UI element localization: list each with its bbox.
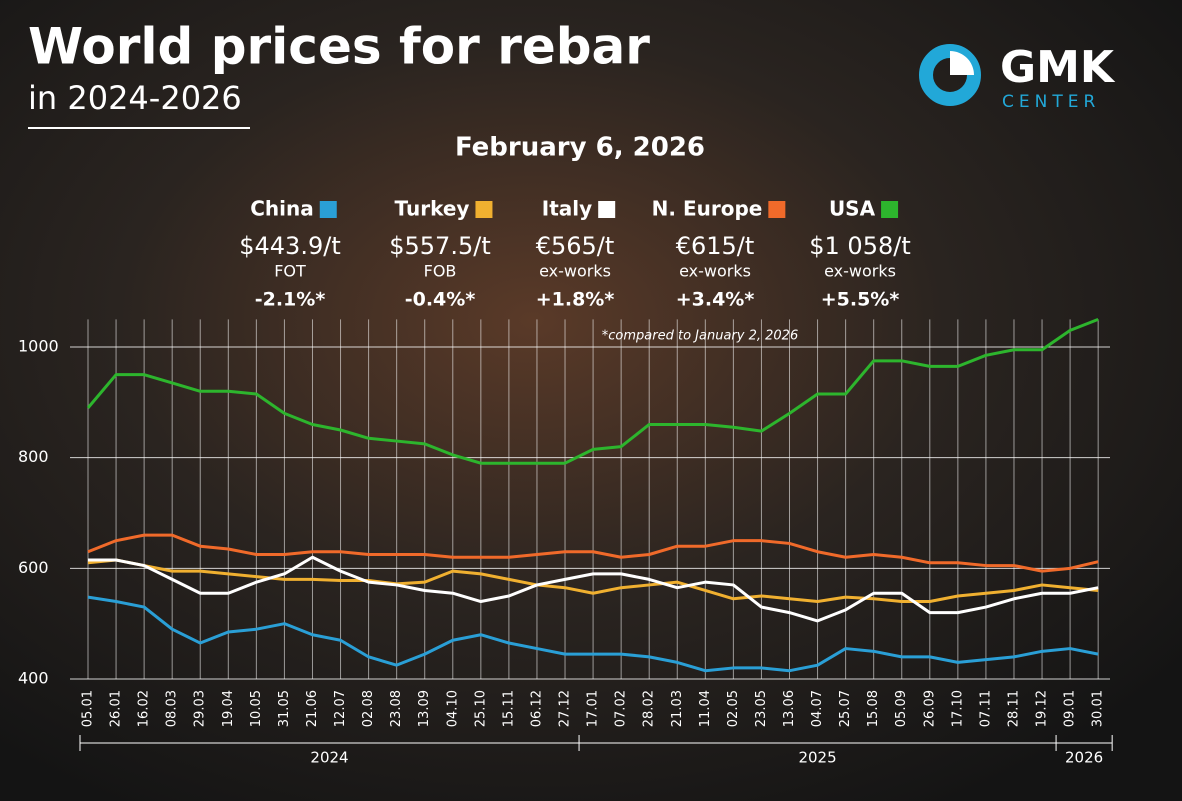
x-tick-label: 25.07 (838, 690, 853, 727)
x-tick-label: 21.06 (305, 690, 320, 727)
x-tick-label: 06.12 (529, 690, 544, 727)
price: €565/t (536, 232, 615, 260)
x-tick-label: 05.01 (81, 690, 96, 727)
legend-swatch (475, 201, 493, 218)
change: +3.4%* (676, 289, 755, 311)
y-tick-label: 400 (18, 669, 49, 688)
x-tick-label: 19.04 (221, 690, 236, 727)
year-label: 2025 (798, 749, 836, 767)
y-tick-label: 800 (18, 447, 49, 466)
change: +5.5%* (821, 289, 900, 311)
x-tick-label: 31.05 (277, 690, 292, 727)
x-tick-label: 11.04 (698, 690, 713, 727)
x-tick-label: 30.01 (1091, 690, 1106, 727)
legend-label: Turkey (395, 197, 470, 221)
logo-name: GMK (1000, 42, 1116, 93)
legend-swatch (319, 201, 337, 218)
change: +1.8%* (536, 289, 615, 311)
change: -0.4%* (405, 289, 476, 311)
x-tick-label: 26.01 (109, 690, 124, 727)
series-line (87, 558, 1099, 604)
x-tick-label: 09.01 (1063, 690, 1078, 727)
x-tick-label: 04.10 (445, 690, 460, 727)
basis: FOB (424, 262, 457, 281)
x-tick-label: 07.11 (978, 690, 993, 727)
x-tick-label: 17.10 (950, 690, 965, 727)
price: $557.5/t (389, 232, 490, 260)
x-tick-label: 15.11 (501, 690, 516, 727)
x-tick-label: 02.05 (726, 690, 741, 727)
legend-label: Italy (542, 197, 592, 221)
change: -2.1%* (255, 289, 326, 311)
x-tick-label: 26.09 (922, 690, 937, 727)
chart-subtitle: in 2024-2026 (28, 79, 242, 117)
x-tick-label: 27.12 (558, 690, 573, 727)
x-tick-label: 12.07 (333, 690, 348, 727)
x-tick-label: 08.03 (165, 690, 180, 727)
x-tick-label: 05.09 (894, 690, 909, 727)
logo-sub: CENTER (1002, 92, 1100, 112)
x-tick-label: 02.08 (361, 690, 376, 727)
x-tick-label: 13.06 (782, 690, 797, 727)
x-tick-label: 15.08 (866, 690, 881, 727)
x-tick-label: 10.05 (249, 690, 264, 727)
series-line (87, 595, 1099, 673)
legend-label: N. Europe (652, 197, 763, 221)
x-tick-label: 16.02 (137, 690, 152, 727)
x-tick-label: 29.03 (193, 690, 208, 727)
x-tick-label: 17.01 (586, 690, 601, 727)
year-label: 2026 (1065, 749, 1103, 767)
legend-swatch (768, 201, 786, 218)
basis: FOT (274, 262, 306, 281)
x-tick-label: 13.09 (417, 690, 432, 727)
basis: ex-works (539, 262, 611, 281)
legend-swatch (881, 201, 899, 218)
x-tick-label: 21.03 (670, 690, 685, 727)
chart-title: World prices for rebar (28, 18, 650, 76)
x-tick-label: 25.10 (473, 690, 488, 727)
basis: ex-works (679, 262, 751, 281)
basis: ex-works (824, 262, 896, 281)
legend-swatch (598, 201, 616, 218)
series-line (88, 555, 1099, 623)
legend-label: USA (829, 197, 876, 221)
note: *compared to January 2, 2026 (602, 329, 798, 344)
price: €615/t (676, 232, 755, 260)
date: February 6, 2026 (455, 133, 705, 163)
x-tick-label: 07.02 (614, 690, 629, 727)
x-tick-label: 23.08 (389, 690, 404, 727)
price: $1 058/t (809, 232, 910, 260)
series-line (87, 533, 1099, 573)
y-tick-label: 1000 (18, 337, 59, 356)
series-line (86, 317, 1099, 465)
x-tick-label: 28.11 (1006, 690, 1021, 727)
price: $443.9/t (239, 232, 340, 260)
x-tick-label: 28.02 (642, 690, 657, 727)
x-tick-label: 23.05 (754, 690, 769, 727)
y-tick-label: 600 (18, 558, 49, 577)
year-label: 2024 (310, 749, 348, 767)
legend-label: China (250, 197, 314, 221)
x-tick-label: 04.07 (810, 690, 825, 727)
x-tick-label: 19.12 (1035, 690, 1050, 727)
logo-quarter (950, 51, 974, 75)
